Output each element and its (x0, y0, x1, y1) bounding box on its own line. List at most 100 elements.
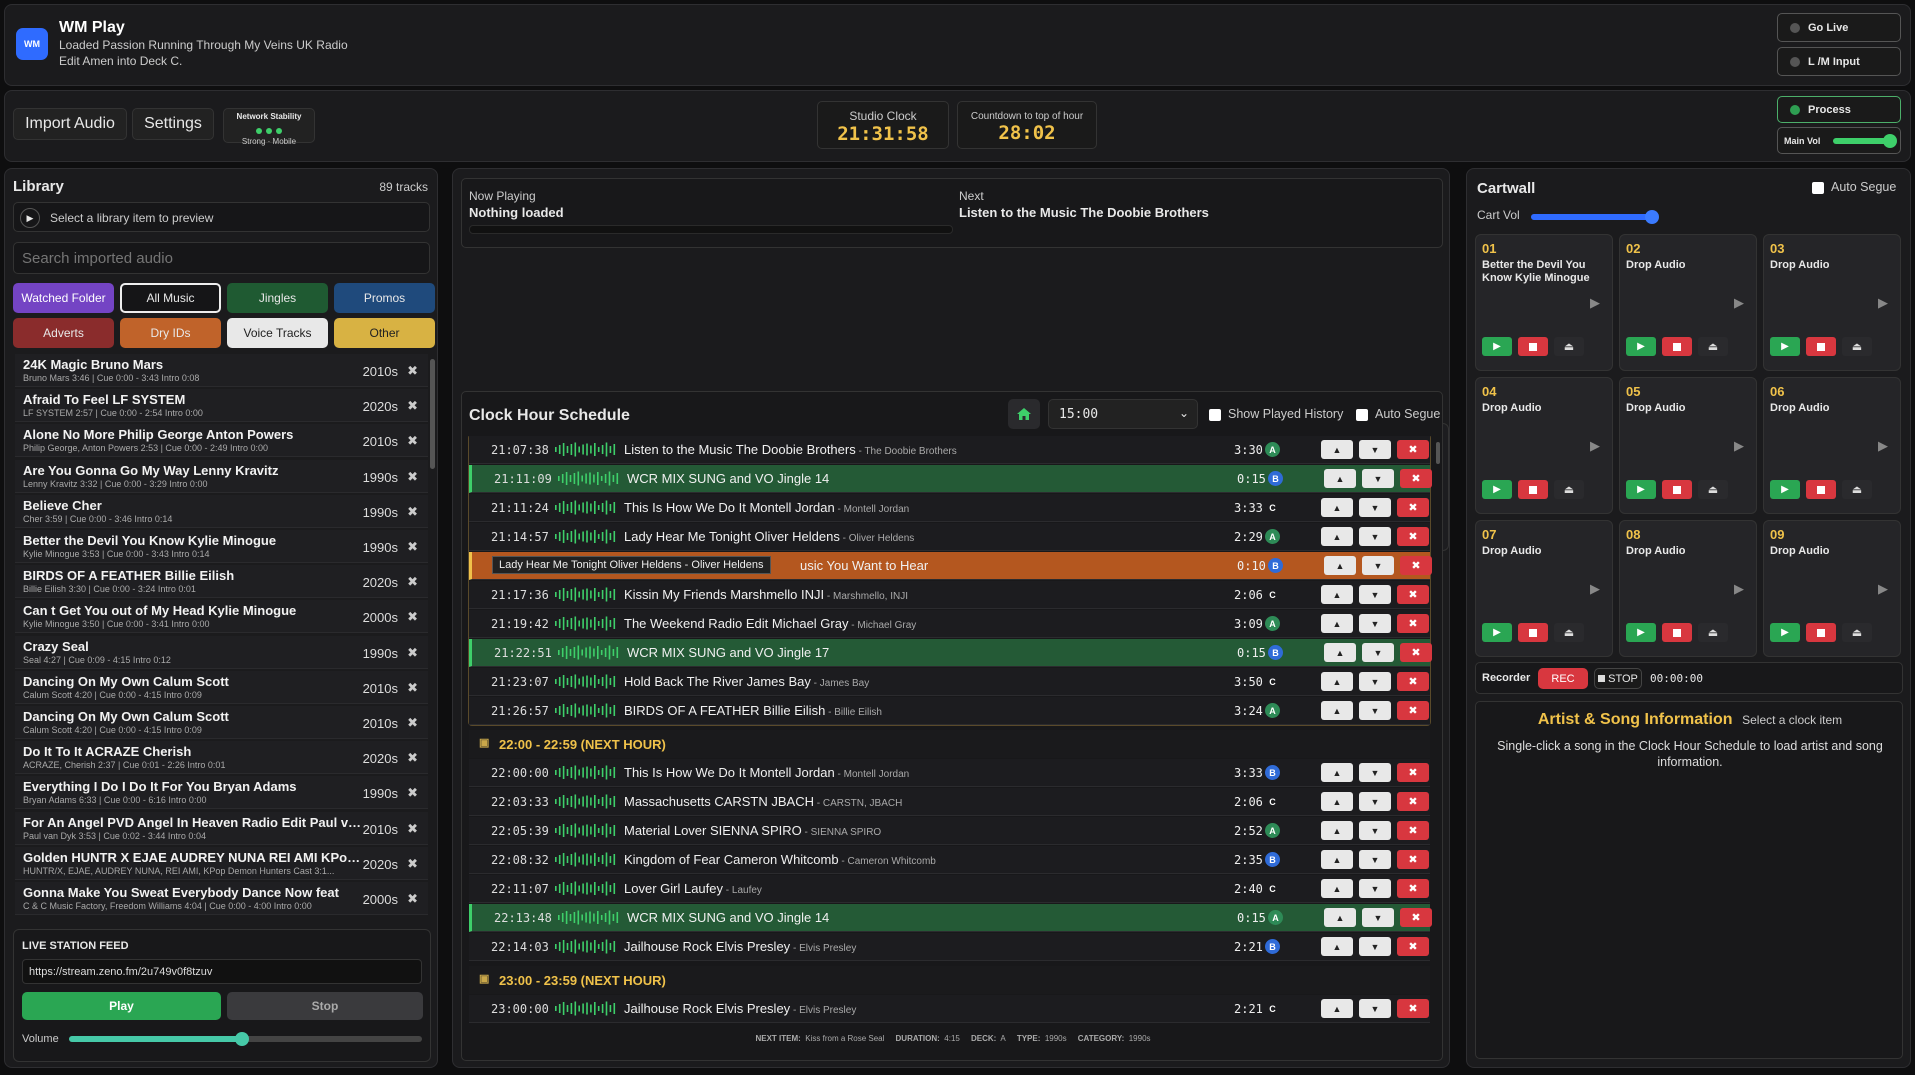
move-down-button[interactable]: ▼ (1362, 643, 1394, 662)
schedule-row[interactable]: 21:26:57 BIRDS OF A FEATHER Billie Eilish… (469, 697, 1430, 725)
stream-url-input[interactable] (22, 959, 422, 984)
move-up-button[interactable]: ▲ (1321, 585, 1353, 604)
remove-row-button[interactable]: ✖ (1397, 498, 1429, 517)
move-down-button[interactable]: ▼ (1359, 585, 1391, 604)
category-voice-tracks[interactable]: Voice Tracks (227, 318, 328, 348)
schedule-row[interactable]: 22:11:07 Lover Girl Laufey - Laufey 2:40 C ▲… (469, 875, 1430, 903)
move-down-button[interactable]: ▼ (1359, 821, 1391, 840)
move-up-button[interactable]: ▲ (1321, 498, 1353, 517)
remove-item-icon[interactable]: ✖ (407, 433, 418, 449)
schedule-row[interactable]: 21:11:24 This Is How We Do It Montell Jor… (469, 494, 1430, 522)
category-all-music[interactable]: All Music (120, 283, 221, 313)
feed-stop-button[interactable]: Stop (227, 992, 423, 1020)
remove-item-icon[interactable]: ✖ (407, 363, 418, 378)
move-down-button[interactable]: ▼ (1359, 614, 1391, 633)
remove-item-icon[interactable]: ✖ (407, 891, 418, 906)
move-up-button[interactable]: ▲ (1321, 527, 1353, 546)
cart-slot[interactable]: 09 Drop Audio ▶ ▶ ⏏ (1763, 520, 1901, 657)
main-volume[interactable]: Main Vol (1777, 127, 1901, 154)
cart-play-button[interactable]: ▶ (1626, 337, 1656, 356)
recorder-stop-button[interactable]: STOP (1594, 668, 1642, 689)
schedule-row[interactable]: 21:07:38 Listen to the Music The Doobie B… (469, 436, 1430, 464)
schedule-row[interactable]: 21:22:51 WCR MIX SUNG and VO Jingle 17 0:1… (469, 639, 1432, 667)
move-up-button[interactable]: ▲ (1324, 469, 1356, 488)
category-jingles[interactable]: Jingles (227, 283, 328, 313)
library-item[interactable]: Crazy Seal Seal 4:27 | Cue 0:09 - 4:15 In… (15, 635, 428, 669)
move-up-button[interactable]: ▲ (1321, 999, 1353, 1018)
move-up-button[interactable]: ▲ (1321, 879, 1353, 898)
cart-stop-button[interactable] (1518, 337, 1548, 356)
category-promos[interactable]: Promos (334, 283, 435, 313)
remove-item-icon[interactable]: ✖ (407, 644, 418, 660)
cart-slot[interactable]: 08 Drop Audio ▶ ▶ ⏏ (1619, 520, 1757, 657)
remove-row-button[interactable]: ✖ (1397, 999, 1429, 1018)
cart-stop-button[interactable] (1806, 337, 1836, 356)
schedule-row[interactable]: 22:00:00 This Is How We Do It Montell Jor… (469, 759, 1430, 787)
move-up-button[interactable]: ▲ (1321, 440, 1353, 459)
library-item[interactable]: Do It To It ACRAZE Cherish ACRAZE, Cheris… (15, 741, 428, 775)
cart-play-button[interactable]: ▶ (1482, 623, 1512, 642)
library-item[interactable]: Golden HUNTR X EJAE AUDREY NUNA REI AMI … (15, 846, 428, 880)
move-down-button[interactable]: ▼ (1359, 999, 1391, 1018)
move-up-button[interactable]: ▲ (1321, 821, 1353, 840)
remove-row-button[interactable]: ✖ (1397, 585, 1429, 604)
move-down-button[interactable]: ▼ (1359, 850, 1391, 869)
move-down-button[interactable]: ▼ (1359, 440, 1391, 459)
cart-stop-button[interactable] (1518, 623, 1548, 642)
cart-stop-button[interactable] (1662, 480, 1692, 499)
move-down-button[interactable]: ▼ (1359, 701, 1391, 720)
cart-eject-button[interactable]: ⏏ (1698, 337, 1728, 356)
preview-bar[interactable]: ▶ Select a library item to preview (13, 202, 430, 232)
go-live-button[interactable]: Go Live (1777, 13, 1901, 42)
move-down-button[interactable]: ▼ (1359, 498, 1391, 517)
cart-stop-button[interactable] (1806, 623, 1836, 642)
category-dry-ids[interactable]: Dry IDs (120, 318, 221, 348)
move-down-button[interactable]: ▼ (1359, 937, 1391, 956)
move-up-button[interactable]: ▲ (1324, 556, 1356, 575)
remove-row-button[interactable]: ✖ (1397, 792, 1429, 811)
library-item[interactable]: Dancing On My Own Calum Scott Calum Scott… (15, 670, 428, 704)
library-item[interactable]: For An Angel PVD Angel In Heaven Radio E… (15, 811, 428, 845)
schedule-row[interactable]: 21:17:36 Kissin My Friends Marshmello INJ… (469, 581, 1430, 609)
library-item[interactable]: BIRDS OF A FEATHER Billie Eilish Billie E… (15, 565, 428, 599)
remove-row-button[interactable]: ✖ (1397, 821, 1429, 840)
process-button[interactable]: Process (1777, 96, 1901, 123)
remove-item-icon[interactable]: ✖ (407, 539, 418, 554)
remove-item-icon[interactable]: ✖ (407, 785, 418, 801)
move-down-button[interactable]: ▼ (1359, 527, 1391, 546)
cart-slot[interactable]: 01 Better the Devil You Know Kylie Minogu… (1475, 234, 1613, 371)
cart-eject-button[interactable]: ⏏ (1554, 480, 1584, 499)
library-item[interactable]: Afraid To Feel LF SYSTEM LF SYSTEM 2:57 |… (15, 389, 428, 423)
remove-row-button[interactable]: ✖ (1397, 440, 1429, 459)
preview-play-icon[interactable]: ▶ (20, 208, 40, 228)
library-item[interactable]: Dancing On My Own Calum Scott Calum Scott… (15, 706, 428, 739)
remove-item-icon[interactable]: ✖ (407, 715, 418, 730)
cart-eject-button[interactable]: ⏏ (1842, 337, 1872, 356)
main-vol-slider[interactable] (1833, 134, 1897, 148)
move-up-button[interactable]: ▲ (1321, 614, 1353, 633)
library-item[interactable]: Believe Cher Cher 3:59 | Cue 0:00 - 3:46 … (15, 494, 428, 528)
cart-vol-knob[interactable] (1645, 210, 1659, 224)
remove-row-button[interactable]: ✖ (1400, 469, 1432, 488)
library-item[interactable]: Are You Gonna Go My Way Lenny Kravitz Len… (15, 459, 428, 493)
remove-item-icon[interactable]: ✖ (407, 750, 418, 766)
cart-eject-button[interactable]: ⏏ (1698, 480, 1728, 499)
remove-item-icon[interactable]: ✖ (407, 679, 418, 695)
cart-slot[interactable]: 04 Drop Audio ▶ ▶ ⏏ (1475, 377, 1613, 514)
move-up-button[interactable]: ▲ (1321, 672, 1353, 691)
hour-select[interactable]: 15:00 ⌄ (1048, 399, 1198, 429)
remove-row-button[interactable]: ✖ (1397, 879, 1429, 898)
remove-item-icon[interactable]: ✖ (407, 855, 418, 871)
library-search-input[interactable] (13, 242, 430, 274)
schedule-scrollbar[interactable] (1436, 442, 1440, 464)
category-other[interactable]: Other (334, 318, 435, 348)
cart-play-button[interactable]: ▶ (1770, 480, 1800, 499)
schedule-row[interactable]: 22:03:33 Massachusetts CARSTN JBACH - CAR… (469, 788, 1430, 816)
move-up-button[interactable]: ▲ (1321, 792, 1353, 811)
cart-stop-button[interactable] (1662, 623, 1692, 642)
library-item[interactable]: 24K Magic Bruno Mars Bruno Mars 3:46 | Cu… (15, 354, 428, 387)
move-up-button[interactable]: ▲ (1321, 937, 1353, 956)
remove-row-button[interactable]: ✖ (1397, 937, 1429, 956)
cart-eject-button[interactable]: ⏏ (1842, 623, 1872, 642)
schedule-row[interactable]: 22:05:39 Material Lover SIENNA SPIRO - SI… (469, 817, 1430, 845)
